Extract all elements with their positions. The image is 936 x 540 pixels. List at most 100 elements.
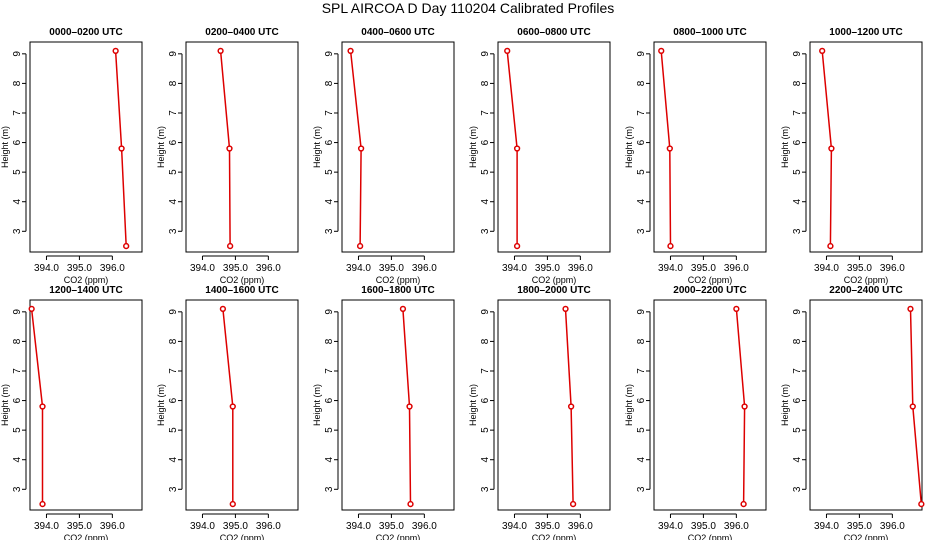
y-tick-label: 7	[12, 110, 23, 116]
panel-title: 0200–0400 UTC	[205, 27, 278, 38]
y-tick-label: 7	[792, 110, 803, 116]
y-tick-label: 8	[168, 338, 179, 344]
y-axis-label: Height (m)	[312, 384, 322, 426]
data-point	[513, 242, 521, 250]
y-tick-label: 9	[636, 51, 647, 57]
y-tick-label: 5	[480, 169, 491, 175]
x-axis-label: CO2 (ppm)	[220, 533, 265, 540]
y-tick-label: 3	[792, 228, 803, 234]
data-point	[666, 145, 673, 152]
panel-title: 2000–2200 UTC	[673, 285, 746, 296]
y-tick-label: 5	[324, 427, 335, 433]
x-axis-label: CO2 (ppm)	[844, 275, 889, 285]
y-tick-label: 5	[324, 169, 335, 175]
x-tick-label: 395.0	[535, 263, 560, 274]
y-tick-label: 6	[792, 139, 803, 145]
y-tick-label: 5	[636, 427, 647, 433]
panel-title: 0400–0600 UTC	[361, 27, 434, 38]
x-tick-label: 394.0	[34, 263, 59, 274]
data-point	[819, 47, 826, 55]
x-tick-label: 395.0	[67, 521, 92, 532]
x-tick-label: 395.0	[535, 521, 560, 532]
y-tick-label: 3	[168, 486, 179, 492]
x-tick-label: 396.0	[568, 521, 593, 532]
y-tick-label: 8	[792, 80, 803, 86]
x-tick-label: 395.0	[379, 521, 404, 532]
data-point	[39, 500, 46, 508]
y-tick-label: 6	[324, 397, 335, 403]
panel-title: 1000–1200 UTC	[829, 27, 902, 38]
plot-frame	[809, 299, 923, 511]
y-tick-label: 4	[480, 456, 491, 462]
y-tick-label: 9	[168, 309, 179, 315]
panel-title: 0800–1000 UTC	[673, 27, 746, 38]
y-tick-label: 6	[324, 139, 335, 145]
data-point	[112, 47, 119, 55]
x-tick-label: 394.0	[814, 263, 839, 274]
y-tick-label: 3	[636, 228, 647, 234]
x-axis-label: CO2 (ppm)	[532, 275, 577, 285]
y-tick-label: 8	[12, 80, 23, 86]
y-tick-label: 8	[792, 338, 803, 344]
data-point	[356, 242, 364, 250]
panel-title: 1800–2000 UTC	[517, 285, 590, 296]
x-axis-label: CO2 (ppm)	[376, 533, 421, 540]
panel-title: 1400–1600 UTC	[205, 285, 278, 296]
x-axis-label: CO2 (ppm)	[844, 533, 889, 540]
data-point	[741, 403, 748, 410]
y-tick-label: 5	[636, 169, 647, 175]
x-axis-label: CO2 (ppm)	[64, 533, 109, 540]
data-point	[918, 500, 925, 508]
y-tick-label: 7	[480, 110, 491, 116]
y-tick-label: 5	[168, 427, 179, 433]
data-point	[123, 242, 130, 250]
plot-frame	[653, 299, 767, 511]
data-point	[28, 305, 35, 313]
y-tick-label: 9	[168, 51, 179, 57]
x-tick-label: 394.0	[346, 263, 371, 274]
y-tick-label: 7	[168, 110, 179, 116]
panel-title: 0000–0200 UTC	[49, 27, 122, 38]
y-tick-label: 4	[168, 198, 179, 204]
data-point	[229, 500, 236, 508]
y-tick-label: 8	[12, 338, 23, 344]
y-tick-label: 4	[792, 456, 803, 462]
x-tick-label: 394.0	[190, 521, 215, 532]
y-tick-label: 3	[324, 228, 335, 234]
x-tick-label: 396.0	[724, 521, 749, 532]
x-tick-label: 394.0	[34, 521, 59, 532]
data-point	[569, 500, 577, 508]
y-tick-label: 6	[168, 139, 179, 145]
x-axis-label: CO2 (ppm)	[688, 275, 733, 285]
x-axis-label: CO2 (ppm)	[688, 533, 733, 540]
y-tick-label: 6	[12, 397, 23, 403]
data-point	[667, 242, 674, 250]
data-point	[407, 500, 414, 508]
data-point	[733, 305, 740, 313]
data-point	[357, 145, 365, 152]
x-tick-label: 394.0	[346, 521, 371, 532]
y-tick-label: 8	[480, 80, 491, 86]
x-tick-label: 394.0	[502, 521, 527, 532]
x-tick-label: 396.0	[100, 263, 125, 274]
y-tick-label: 4	[324, 456, 335, 462]
y-axis-label: Height (m)	[312, 126, 322, 168]
y-tick-label: 3	[12, 486, 23, 492]
y-tick-label: 7	[12, 368, 23, 374]
y-tick-label: 3	[636, 486, 647, 492]
y-tick-label: 9	[792, 51, 803, 57]
plot-frame	[809, 41, 923, 253]
x-tick-label: 395.0	[223, 521, 248, 532]
y-tick-label: 6	[636, 397, 647, 403]
x-tick-label: 395.0	[691, 263, 716, 274]
data-point	[226, 242, 234, 250]
data-point	[740, 500, 747, 508]
